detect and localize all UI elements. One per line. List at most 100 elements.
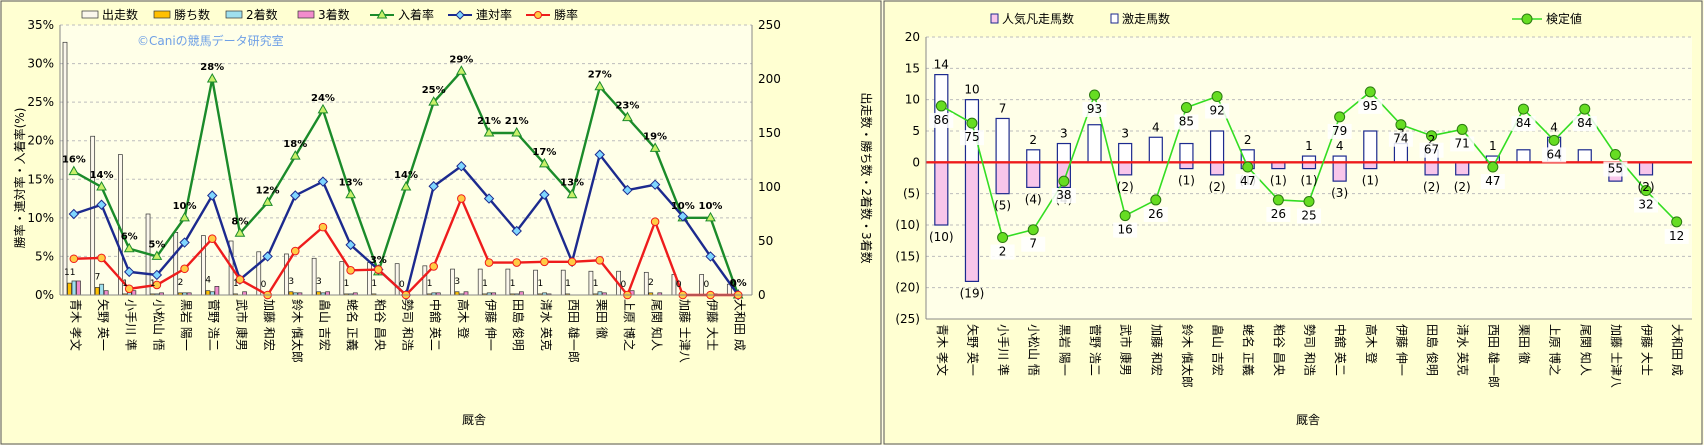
left-y-tick-label: 20% — [27, 134, 54, 148]
label-検定値: 86 — [934, 113, 949, 127]
label-入着率: 17% — [532, 147, 556, 158]
label-激走馬数: 10 — [964, 83, 979, 97]
right-y-tick-label: 15 — [905, 61, 920, 75]
label-入着率: 14% — [90, 170, 114, 181]
label-激走馬数: 4 — [1550, 120, 1558, 134]
label-入着率: 28% — [200, 62, 224, 73]
label-勝ち数: 1 — [565, 279, 571, 289]
legend-label-出走数: 出走数 — [102, 7, 138, 22]
right-category-label: 清水 英克 — [1456, 324, 1470, 376]
point-入着率 — [456, 65, 467, 75]
bar-激走馬数 — [1179, 142, 1194, 163]
label-激走馬数: 1 — [1489, 139, 1497, 153]
right-y-tick-label: 20 — [905, 30, 920, 44]
point-勝率 — [374, 265, 383, 274]
legend-swatch-2着数 — [225, 10, 243, 19]
point-入着率 — [262, 196, 273, 206]
label-検定値: 84 — [1516, 116, 1531, 130]
right-legend: 人気凡走馬数 激走馬数 検定値 — [990, 11, 1582, 26]
point-入着率 — [566, 188, 578, 199]
label-勝ち数: 2 — [648, 278, 654, 288]
point-入着率 — [594, 80, 606, 91]
point-入着率 — [317, 103, 329, 114]
bar-激走馬数 — [995, 117, 1010, 163]
point-検定値 — [935, 100, 947, 112]
point-入着率 — [400, 180, 412, 191]
left-category-label: 小松山 悟 — [151, 299, 166, 351]
label-勝ち数: 0 — [620, 280, 626, 290]
bar-出走数 — [62, 41, 68, 296]
label-bg-検定値 — [1480, 174, 1505, 190]
label-bg-検定値 — [1205, 103, 1230, 119]
watermark: ©Caniの競馬データ研究室 — [137, 33, 284, 48]
label-bg-検定値 — [990, 244, 1015, 260]
label-人気凡走馬数: (1) — [1270, 174, 1287, 188]
label-人気凡走馬数: (1) — [1301, 174, 1318, 188]
right-category-label: 加藤 和宏 — [1149, 324, 1164, 376]
label-勝ち数: 1 — [371, 279, 377, 289]
label-bg-検定値 — [1542, 147, 1567, 163]
label-人気凡走馬数: (3) — [1331, 186, 1348, 200]
right-y-tick-label: (10) — [895, 218, 920, 232]
label-bg-検定値 — [959, 130, 984, 146]
right-category-label: 粕谷 昌央 — [1272, 324, 1287, 376]
label-入着率: 16% — [62, 155, 86, 166]
label-bg-検定値 — [1572, 116, 1597, 132]
right-axes: (25) (20) (15) (10) (5) 0 5 10 15 20 青木 孝文 矢野 英一 小手川… — [895, 30, 1692, 388]
label-勝ち数: 3 — [454, 277, 460, 287]
label-検定値: 38 — [1056, 188, 1071, 202]
label-検定値: 47 — [1485, 174, 1500, 188]
label-bg-検定値 — [1664, 228, 1689, 244]
label-入着率: 10% — [173, 201, 197, 212]
bar-人気凡走馬数 — [1455, 161, 1470, 176]
label-bg-検定値 — [1051, 188, 1076, 204]
label-検定値: 16 — [1118, 223, 1133, 237]
left-y-tick-label: 5% — [35, 249, 54, 263]
right-y-tick-label: 200 — [758, 72, 781, 86]
right-y-tick-label: (5) — [903, 187, 920, 201]
left-x-axis-title: 厩舎 — [462, 413, 486, 427]
point-入着率 — [206, 72, 218, 83]
label-入着率: 25% — [422, 85, 446, 96]
point-入着率 — [345, 188, 356, 199]
legend-label-人気凡走馬数: 人気凡走馬数 — [1002, 11, 1074, 26]
left-legend: 出走数 勝ち数 2着数 3着数 入着率 連対率 勝率 — [81, 7, 578, 22]
point-連対率 — [705, 251, 716, 262]
label-激走馬数: 4 — [1336, 139, 1344, 153]
left-gridlines — [60, 24, 752, 296]
point-入着率 — [96, 180, 107, 191]
point-連対率 — [622, 184, 633, 196]
right-y-tick-label: 150 — [758, 126, 781, 140]
right-category-label: 菅野 浩二 — [1088, 324, 1102, 376]
left-data-labels: 16%14%6%5%10%28%8%12%18%24%13%3%14%25%29… — [62, 54, 747, 290]
point-検定値 — [1334, 111, 1346, 123]
label-人気凡走馬数: (2) — [1209, 180, 1226, 194]
left-y-tick-label: 35% — [27, 18, 54, 32]
label-入着率: 19% — [643, 131, 667, 142]
label-激走馬数: 3 — [1060, 127, 1068, 141]
right-category-label: 武市 康男 — [1119, 324, 1134, 376]
label-検定値: 12 — [1669, 229, 1684, 243]
point-検定値 — [1242, 161, 1254, 173]
bar-人気凡走馬数 — [1638, 161, 1654, 176]
label-bg-検定値 — [1358, 98, 1383, 114]
point-連対率 — [96, 199, 107, 210]
label-入着率: 29% — [449, 54, 473, 65]
point-勝率 — [457, 194, 466, 203]
point-連対率 — [649, 179, 661, 190]
label-入着率: 21% — [505, 116, 529, 127]
bar-出走数 — [201, 235, 206, 296]
label-人気凡走馬数: (10) — [929, 230, 954, 244]
right-category-label: 鈴木 慎太郎 — [1180, 324, 1195, 388]
right-category-label: 蛯名 正義 — [1241, 324, 1256, 376]
point-勝率 — [429, 262, 438, 271]
point-検定値 — [1517, 103, 1529, 115]
right-y-tick-label: (20) — [895, 281, 920, 295]
label-勝ち数: 0 — [704, 280, 710, 290]
point-入着率 — [649, 142, 661, 152]
label-入着率: 0% — [730, 278, 747, 289]
bar-人気凡走馬数 — [934, 161, 949, 226]
right-category-label: 伊藤 伸一 — [1394, 324, 1408, 376]
label-勝ち数: 1 — [427, 279, 433, 289]
left-category-label: 菅野 浩二 — [207, 299, 221, 351]
